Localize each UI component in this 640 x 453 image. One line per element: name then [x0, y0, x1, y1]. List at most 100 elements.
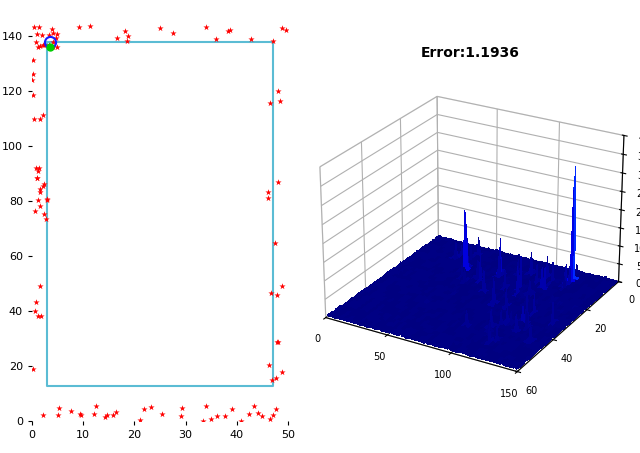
Point	[31, 164, 41, 171]
Point	[202, 23, 212, 30]
Point	[37, 41, 47, 48]
Point	[200, 402, 211, 410]
Point	[30, 207, 40, 215]
Point	[85, 22, 95, 29]
Point	[52, 43, 63, 51]
Point	[35, 186, 45, 193]
Point	[155, 24, 165, 32]
Point	[33, 43, 43, 51]
Point	[48, 43, 58, 50]
Point	[35, 189, 45, 196]
Point	[91, 403, 101, 410]
Point	[44, 41, 54, 48]
Point	[227, 406, 237, 413]
Point	[28, 70, 38, 77]
Point	[100, 413, 110, 420]
Point	[35, 43, 45, 50]
Point	[32, 30, 42, 37]
Point	[52, 31, 62, 38]
Point	[146, 404, 156, 411]
Point	[157, 410, 168, 417]
Point	[51, 34, 61, 41]
Point	[38, 112, 48, 119]
Point	[35, 283, 45, 290]
Point	[42, 197, 52, 204]
Point	[28, 57, 38, 64]
Point	[269, 239, 280, 246]
Point	[271, 405, 282, 412]
Point	[268, 411, 278, 419]
Point	[135, 416, 145, 423]
Point	[120, 28, 130, 35]
Point	[211, 412, 221, 419]
Point	[262, 188, 273, 196]
Title: Error:1.1936: Error:1.1936	[421, 46, 520, 60]
Point	[31, 39, 41, 46]
Point	[198, 417, 208, 424]
Point	[27, 76, 37, 83]
Point	[33, 174, 43, 182]
Point	[38, 183, 49, 190]
Point	[280, 27, 291, 34]
Point	[28, 92, 38, 99]
Point	[29, 24, 40, 31]
Point	[139, 406, 149, 413]
Point	[271, 375, 282, 382]
Point	[264, 416, 275, 423]
Point	[220, 412, 230, 419]
Point	[111, 408, 121, 415]
Point	[35, 115, 45, 122]
Point	[89, 410, 99, 418]
Point	[112, 34, 122, 41]
Point	[33, 196, 44, 203]
Point	[44, 32, 54, 39]
Point	[246, 35, 256, 42]
Point	[42, 195, 52, 202]
Point	[211, 36, 221, 43]
Point	[47, 30, 58, 37]
Point	[29, 116, 40, 123]
Point	[268, 37, 278, 44]
Point	[36, 32, 47, 39]
Point	[47, 25, 57, 33]
Point	[273, 178, 284, 186]
Point	[30, 308, 40, 315]
Point	[225, 26, 235, 34]
Point	[249, 402, 259, 410]
Point	[31, 174, 42, 181]
Point	[102, 412, 112, 419]
Point	[38, 181, 49, 188]
Point	[265, 100, 275, 107]
Point	[38, 210, 49, 217]
Point	[275, 97, 285, 104]
Point	[34, 164, 44, 172]
Point	[168, 29, 178, 36]
Point	[263, 194, 273, 202]
Point	[39, 42, 49, 49]
Point	[74, 23, 84, 30]
Point	[223, 28, 233, 35]
Point	[54, 404, 65, 411]
Point	[35, 24, 45, 31]
Point	[66, 408, 76, 415]
Point	[75, 410, 85, 418]
Point	[273, 338, 284, 346]
Point	[122, 38, 132, 45]
Point	[206, 415, 216, 422]
Point	[266, 376, 276, 383]
Point	[272, 339, 282, 346]
Point	[41, 216, 51, 223]
Point	[277, 283, 287, 290]
Point	[176, 412, 186, 419]
Point	[31, 298, 42, 305]
Point	[271, 291, 282, 298]
Point	[277, 368, 287, 376]
Point	[53, 411, 63, 419]
Point	[36, 312, 46, 319]
Point	[264, 361, 275, 369]
Point	[48, 39, 58, 46]
Point	[76, 411, 86, 418]
Point	[33, 312, 44, 319]
Point	[257, 413, 267, 420]
Point	[177, 404, 187, 411]
